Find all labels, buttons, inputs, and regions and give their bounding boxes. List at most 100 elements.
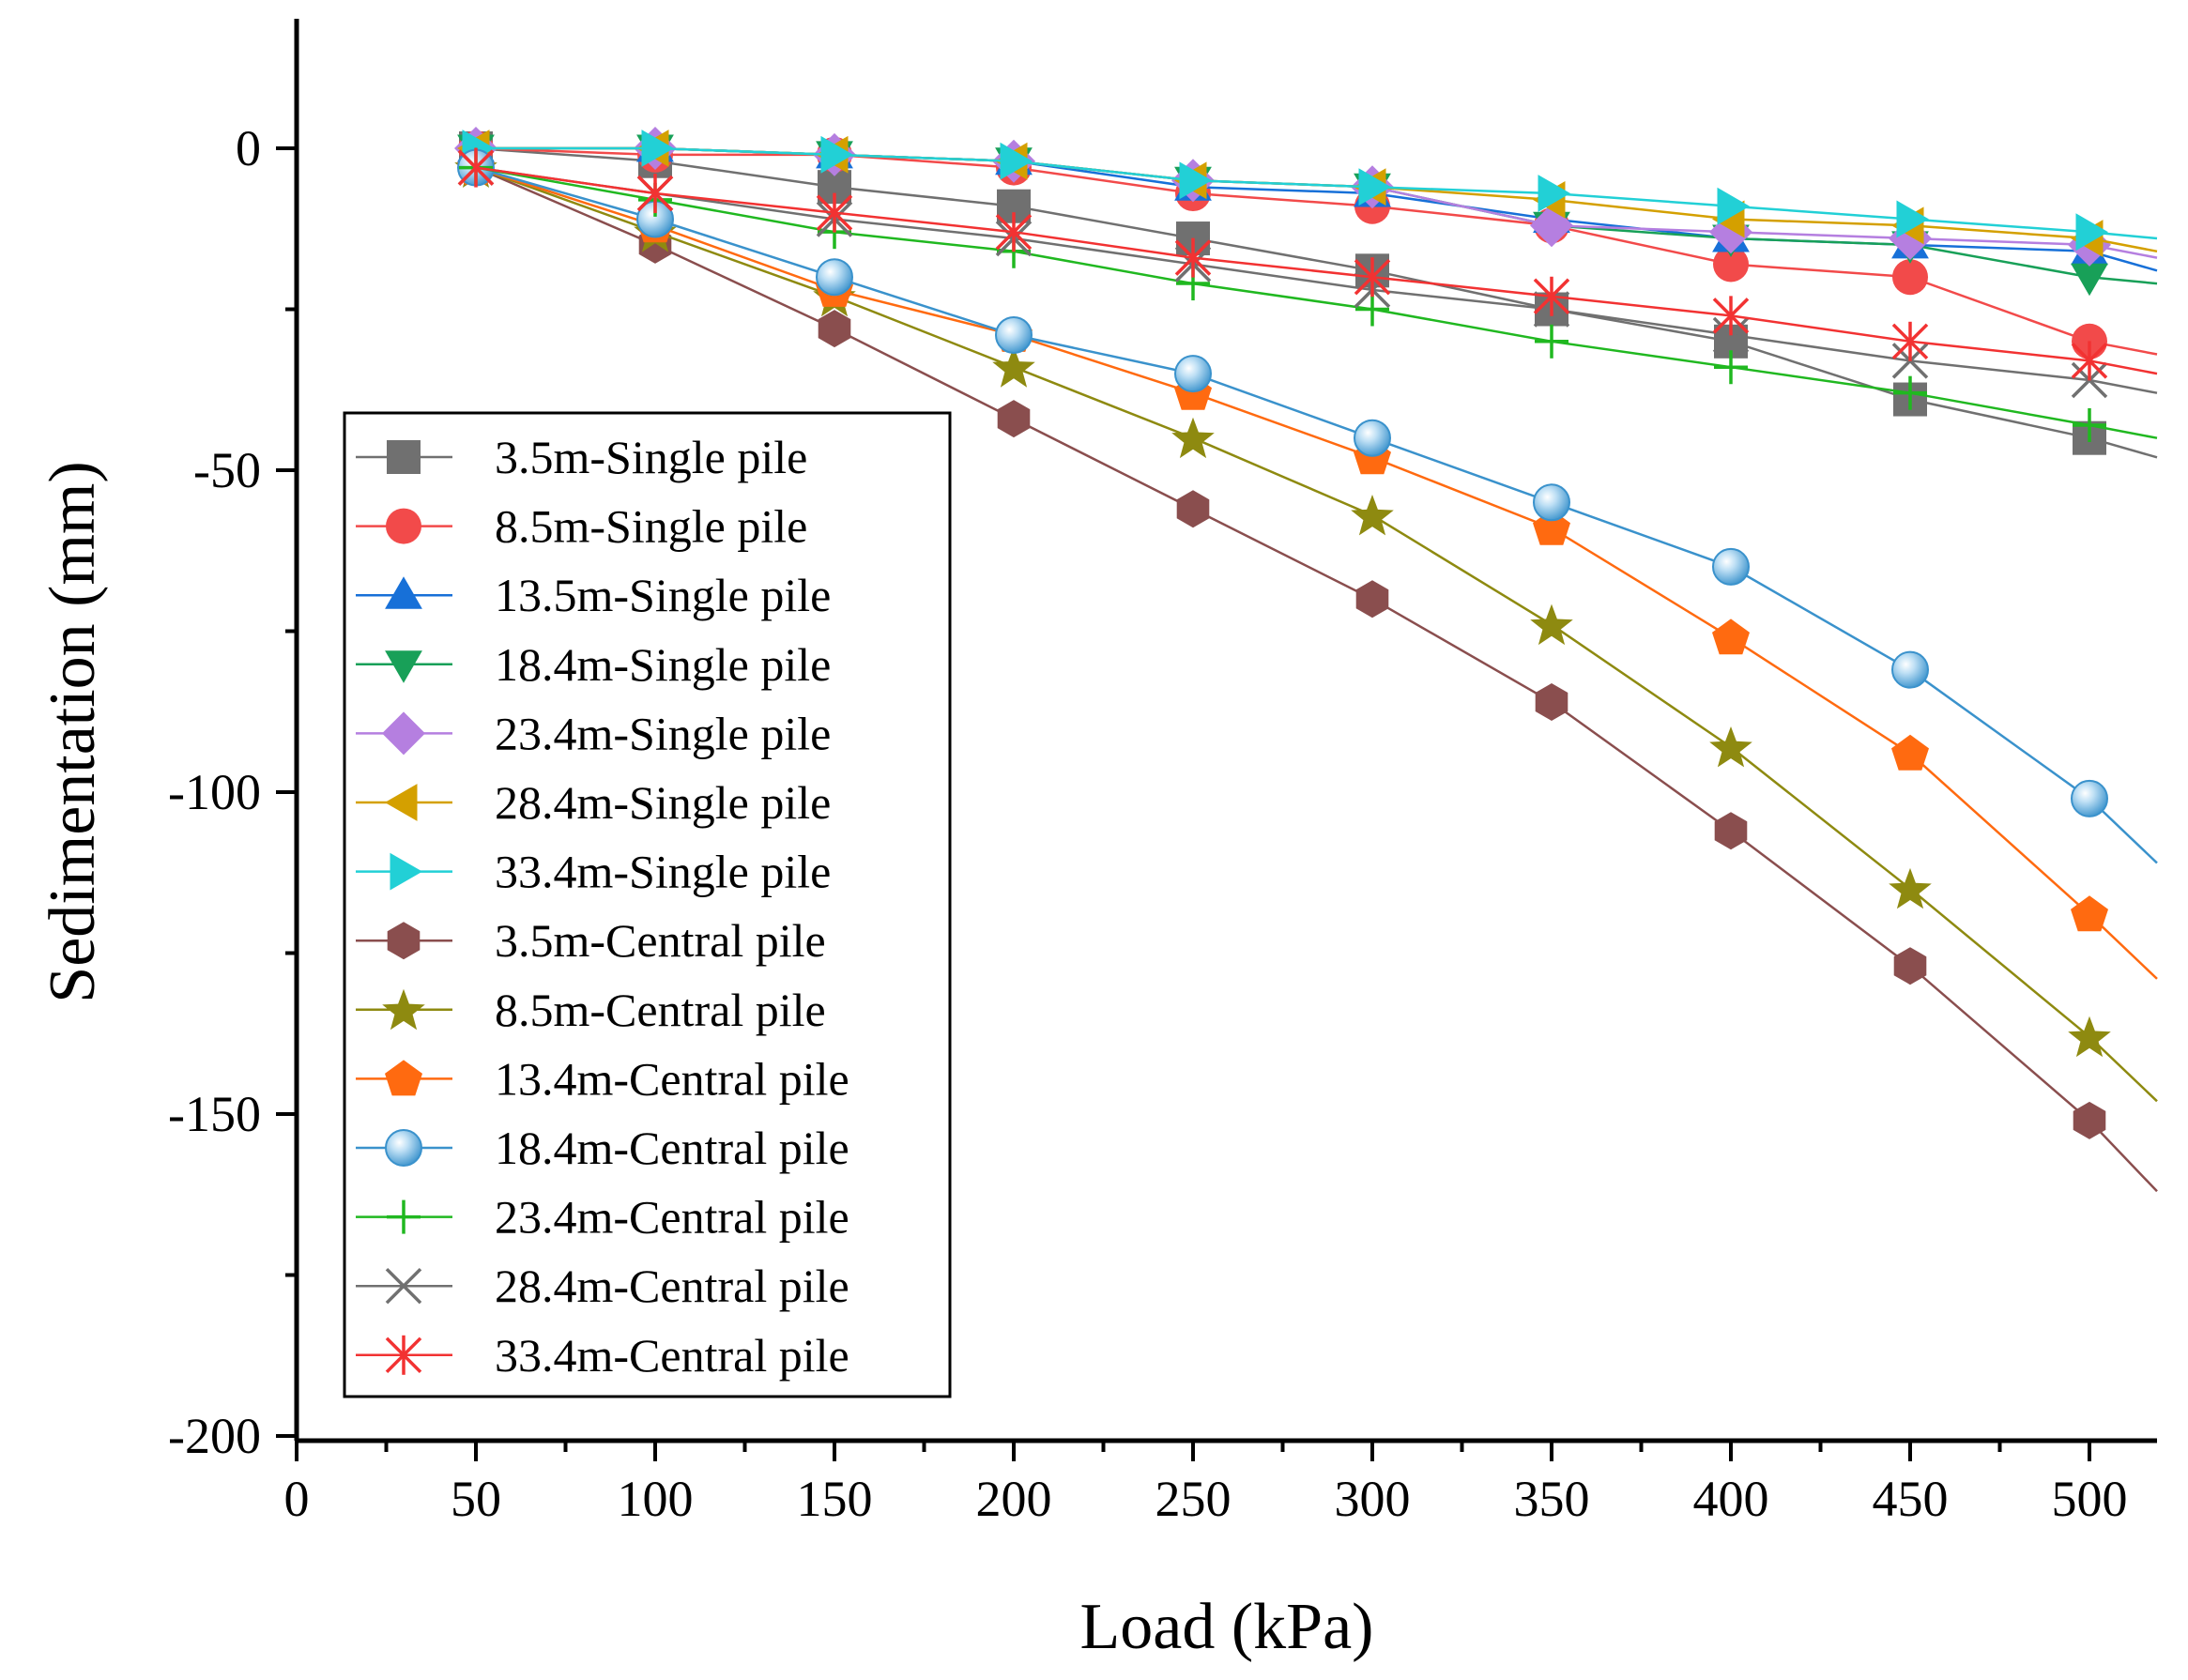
legend-label: 23.4m-Central pile	[495, 1191, 849, 1244]
legend-label: 8.5m-Single pile	[495, 500, 807, 553]
data-point	[1176, 490, 1210, 528]
legend-item: 33.4m-Single pile	[356, 846, 831, 898]
legend-item: 3.5m-Central pile	[356, 914, 826, 967]
legend-label: 33.4m-Single pile	[495, 846, 831, 898]
legend-label: 3.5m-Single pile	[495, 431, 807, 483]
legend-item: 28.4m-Central pile	[356, 1260, 849, 1312]
legend-marker	[385, 1060, 422, 1096]
y-tick-label: -100	[168, 764, 261, 820]
legend-label: 28.4m-Single pile	[495, 776, 831, 829]
legend-label: 13.4m-Central pile	[495, 1052, 849, 1105]
x-tick-label: 500	[2052, 1471, 2128, 1527]
legend-marker	[387, 922, 421, 960]
x-axis-title: Load (kPa)	[1080, 1591, 1374, 1663]
data-point	[997, 400, 1031, 438]
legend-label: 28.4m-Central pile	[495, 1260, 849, 1312]
data-point	[636, 174, 674, 214]
axes-layer: 0 50 100 150 200 250 300 350 400 450 500 0 -50 -100 -1…	[168, 19, 2157, 1527]
data-point	[1712, 547, 1750, 586]
data-point	[641, 130, 674, 167]
data-point	[1351, 495, 1394, 536]
data-point	[1712, 296, 1750, 336]
data-point	[1174, 237, 1212, 278]
data-point	[1717, 187, 1750, 225]
data-point	[992, 346, 1035, 388]
x-tick-label: 50	[451, 1471, 501, 1527]
series-7	[462, 130, 2158, 252]
y-axis-title: Sedimentation (mm)	[37, 461, 109, 1002]
x-tick-label: 400	[1693, 1471, 1769, 1527]
x-tick-label: 150	[797, 1471, 873, 1527]
data-point	[1891, 650, 1929, 689]
legend-label: 3.5m-Central pile	[495, 914, 826, 967]
legend-marker	[382, 711, 425, 756]
series-14	[457, 147, 2158, 381]
x-tick-label: 350	[1514, 1471, 1590, 1527]
legend-marker	[385, 1335, 422, 1375]
data-point	[1713, 246, 1749, 283]
data-point	[1893, 947, 1927, 985]
legend-item: 23.4m-Single pile	[356, 707, 831, 759]
data-point	[1714, 350, 1748, 385]
data-point	[1179, 161, 1212, 200]
legend-label: 23.4m-Single pile	[495, 707, 831, 759]
data-point	[1889, 867, 1932, 909]
legend-item: 8.5m-Single pile	[356, 500, 807, 553]
legend-item: 13.5m-Single pile	[356, 569, 831, 621]
data-point	[1538, 175, 1570, 212]
data-point	[1530, 603, 1573, 646]
legend: 3.5m-Single pile 8.5m-Single pile 13.5m-Si…	[343, 411, 952, 1398]
legend-item: 28.4m-Single pile	[356, 776, 831, 829]
data-point	[1354, 419, 1391, 457]
legend-marker	[382, 988, 425, 1031]
legend-item: 18.4m-Central pile	[356, 1122, 849, 1174]
legend-item: 18.4m-Single pile	[356, 638, 831, 691]
y-tick-label: -200	[168, 1408, 261, 1464]
data-point	[1535, 324, 1568, 359]
data-point	[1355, 292, 1389, 327]
series-11	[457, 148, 2158, 864]
data-point	[1355, 580, 1389, 619]
legend-item: 3.5m-Single pile	[356, 431, 807, 483]
x-tick-label: 200	[976, 1471, 1052, 1527]
legend-marker	[385, 1129, 422, 1167]
data-point	[1714, 812, 1748, 850]
data-point	[2071, 779, 2108, 817]
data-point	[1891, 321, 1929, 361]
series-12	[459, 150, 2158, 442]
data-point	[1535, 683, 1568, 721]
data-point	[1893, 375, 1927, 410]
y-tick-label: -150	[168, 1086, 261, 1142]
data-point	[2071, 263, 2108, 297]
data-point	[1533, 483, 1570, 522]
legend-marker	[385, 650, 422, 683]
data-point	[2068, 1016, 2111, 1058]
data-point	[1171, 417, 1215, 459]
legend-marker	[387, 1199, 421, 1234]
series-layer	[454, 127, 2158, 1193]
legend-label: 18.4m-Single pile	[495, 638, 831, 691]
legend-label: 33.4m-Central pile	[495, 1329, 849, 1382]
legend-marker	[385, 1267, 422, 1305]
legend-box	[343, 411, 952, 1398]
data-point	[1896, 200, 1929, 238]
legend-item: 33.4m-Central pile	[356, 1329, 849, 1382]
data-point	[1533, 276, 1570, 316]
x-tick-label: 250	[1155, 1471, 1232, 1527]
data-point	[2075, 213, 2108, 252]
legend-item: 8.5m-Central pile	[356, 984, 826, 1036]
x-tick-label: 100	[618, 1471, 694, 1527]
data-point	[457, 147, 495, 188]
data-point	[2071, 895, 2108, 932]
data-point	[1712, 619, 1750, 655]
data-point	[995, 212, 1033, 252]
data-point	[1892, 259, 1928, 296]
legend-label: 18.4m-Central pile	[495, 1122, 849, 1174]
data-point	[816, 258, 853, 297]
legend-marker	[390, 852, 422, 891]
data-point	[2073, 1101, 2106, 1139]
legend-label: 13.5m-Single pile	[495, 569, 831, 621]
series-1	[459, 131, 2158, 459]
